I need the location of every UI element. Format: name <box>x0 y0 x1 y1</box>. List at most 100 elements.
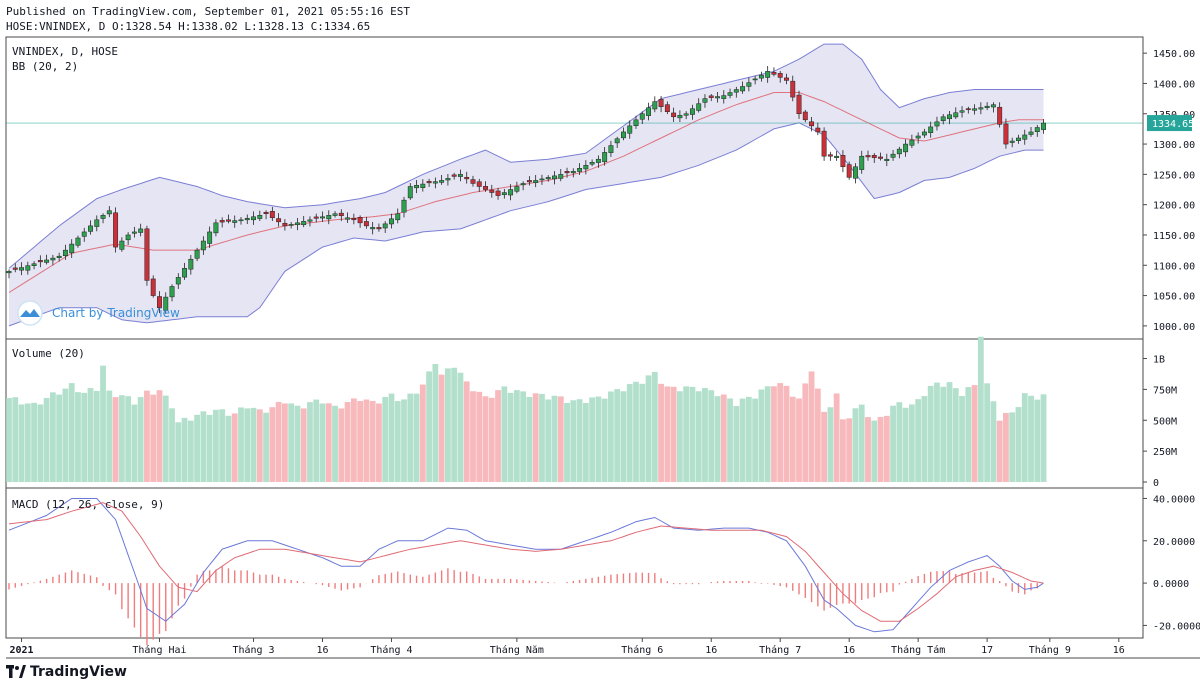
candle-body <box>414 185 420 189</box>
volume-bar <box>796 398 802 482</box>
volume-bar <box>162 395 169 482</box>
volume-bar <box>714 396 721 482</box>
volume-bar <box>946 382 953 482</box>
candle-body <box>890 153 896 158</box>
candle <box>150 275 156 298</box>
candle-body <box>1003 123 1009 145</box>
candle-body <box>251 216 256 221</box>
candle <box>721 90 727 104</box>
candle <box>163 292 169 314</box>
candle <box>251 211 256 225</box>
candle-body <box>106 210 112 215</box>
candle <box>326 210 332 225</box>
candle-body <box>163 296 169 311</box>
candle <box>6 269 12 279</box>
candle-body <box>50 257 56 261</box>
candle <box>301 216 307 228</box>
candle-body <box>25 265 31 271</box>
candle <box>169 284 175 302</box>
candle-body <box>451 174 457 177</box>
volume-bar <box>708 390 715 482</box>
candle-body <box>357 217 363 224</box>
candle <box>959 106 965 118</box>
candle <box>213 219 219 237</box>
candle-body <box>696 103 702 111</box>
volume-bar <box>463 381 470 482</box>
candle-body <box>495 190 501 196</box>
candle-body <box>12 267 18 270</box>
candle <box>865 150 871 161</box>
bb-upper-line <box>8 43 1044 269</box>
candle <box>915 132 921 144</box>
candle <box>896 146 902 159</box>
candle-body <box>909 139 915 146</box>
candle <box>809 117 815 132</box>
candle-body <box>345 217 351 220</box>
candle-body <box>483 186 488 190</box>
bb-basis-line <box>8 92 1044 293</box>
tradingview-brand[interactable]: TradingView <box>6 664 127 680</box>
candle-body <box>439 180 445 183</box>
candle <box>489 184 495 198</box>
volume-bar <box>294 405 301 482</box>
candle <box>884 153 890 167</box>
volume-bar <box>338 408 345 482</box>
candle-body <box>965 108 971 110</box>
volume-bar <box>357 401 364 482</box>
volume-bar <box>238 407 244 482</box>
candle <box>25 261 31 275</box>
candle-body <box>708 95 714 98</box>
volume-bar <box>783 385 790 482</box>
candle <box>589 159 595 167</box>
volume-bar <box>971 385 978 482</box>
candle <box>219 217 225 228</box>
candle-body <box>702 98 708 103</box>
candle-body <box>464 176 470 180</box>
volume-bar <box>1021 393 1028 482</box>
candle-body <box>1028 131 1034 135</box>
price-axis-tick-label: 1150.00 <box>1153 231 1195 242</box>
volume-axis-tick-label: 250M <box>1153 447 1177 458</box>
volume-bar <box>482 396 489 482</box>
volume-bar <box>100 365 106 482</box>
volume-bar <box>977 336 984 482</box>
candle <box>75 235 81 248</box>
macd-line <box>8 498 1044 633</box>
candle-body <box>840 155 846 168</box>
candle-body <box>972 108 978 111</box>
volume-bar <box>407 393 414 482</box>
candle-body <box>740 86 746 92</box>
candle-body <box>940 116 946 122</box>
bb-band-fill <box>9 44 1044 326</box>
candle-body <box>827 154 833 157</box>
candle <box>890 149 896 161</box>
candle-body <box>689 108 695 115</box>
candle-body <box>257 215 263 219</box>
candle-body <box>37 260 43 263</box>
macd-title: MACD (12, 26, close, 9) <box>12 498 164 511</box>
time-tick-label: Tháng 4 <box>370 644 412 656</box>
candle <box>727 88 733 99</box>
volume-bar <box>539 393 545 482</box>
candle <box>269 206 275 221</box>
volume-bar <box>231 413 238 482</box>
candle <box>483 181 488 192</box>
volume-bar <box>68 383 75 482</box>
candle-body <box>144 228 150 281</box>
candle-body <box>376 227 382 230</box>
watermark[interactable]: Chart by TradingView <box>17 300 180 326</box>
volume-bar <box>727 398 733 482</box>
volume-bar <box>156 390 163 482</box>
candle <box>119 237 125 252</box>
candle <box>552 171 557 185</box>
candle-body <box>921 131 927 136</box>
volume-bar <box>495 390 501 482</box>
volume-bar <box>350 398 357 482</box>
volume-bar <box>319 403 326 482</box>
candle <box>157 291 162 314</box>
candle <box>125 232 131 245</box>
price-pane <box>6 43 1143 327</box>
candle <box>426 178 432 188</box>
candle <box>382 221 388 233</box>
